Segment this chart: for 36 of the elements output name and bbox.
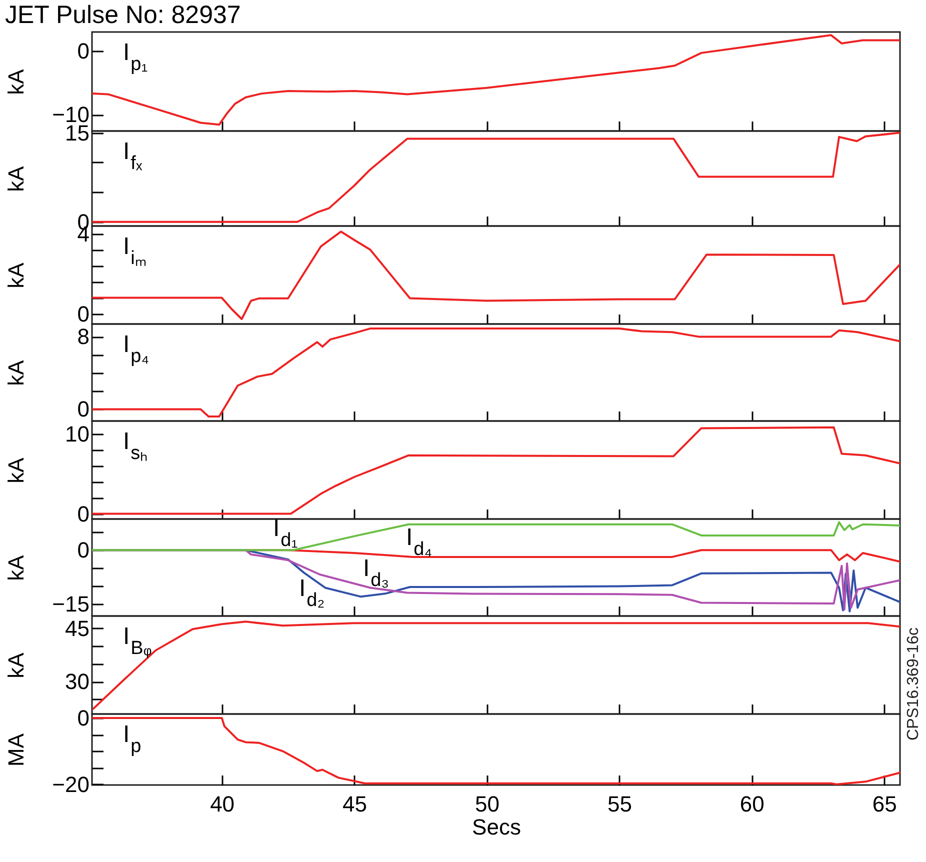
- line-series: [92, 620, 900, 710]
- y-tick-label: 0: [77, 302, 90, 326]
- x-axis-title: Secs: [472, 814, 521, 840]
- y-axis-title: MA: [4, 733, 28, 766]
- text: CPS16.369-16c: [905, 628, 922, 740]
- x-tick-label: 65: [872, 792, 897, 816]
- x-tick-label: 50: [474, 792, 500, 816]
- line-series: [92, 716, 900, 785]
- y-tick-label: 0: [77, 38, 90, 64]
- line-series: [92, 34, 900, 126]
- y-tick-label: 0: [77, 396, 90, 422]
- y-axis-title: kA: [4, 166, 28, 192]
- y-axis-title: kA: [4, 360, 28, 386]
- y-axis-title: kA: [4, 554, 28, 581]
- x-tick-label: 45: [342, 792, 368, 816]
- y-tick-label: 10: [65, 421, 90, 446]
- line-series: [92, 230, 900, 320]
- x-tick-label: 55: [607, 792, 632, 816]
- y-tick-label: 45: [65, 616, 90, 641]
- y-tick-label: 0: [77, 705, 90, 730]
- line-series: [92, 426, 900, 515]
- x-tick-label: 40: [210, 792, 235, 816]
- y-axis-title: kA: [4, 68, 28, 95]
- y-axis-title: kA: [4, 262, 28, 288]
- y-tick-label: 0: [77, 538, 90, 563]
- y-tick-label: −20: [52, 772, 90, 797]
- y-axis-title: kA: [4, 652, 28, 678]
- y-tick-label: −15: [52, 591, 90, 616]
- y-tick-label: 8: [77, 324, 90, 350]
- line-series: [92, 132, 900, 223]
- chart-title: JET Pulse No: 82937: [5, 1, 241, 29]
- line-series: [92, 328, 900, 418]
- x-tick-label: 60: [740, 792, 764, 816]
- y-tick-label: 30: [65, 669, 90, 694]
- y-axis-title: kA: [4, 457, 28, 484]
- y-tick-label: 0: [77, 501, 90, 526]
